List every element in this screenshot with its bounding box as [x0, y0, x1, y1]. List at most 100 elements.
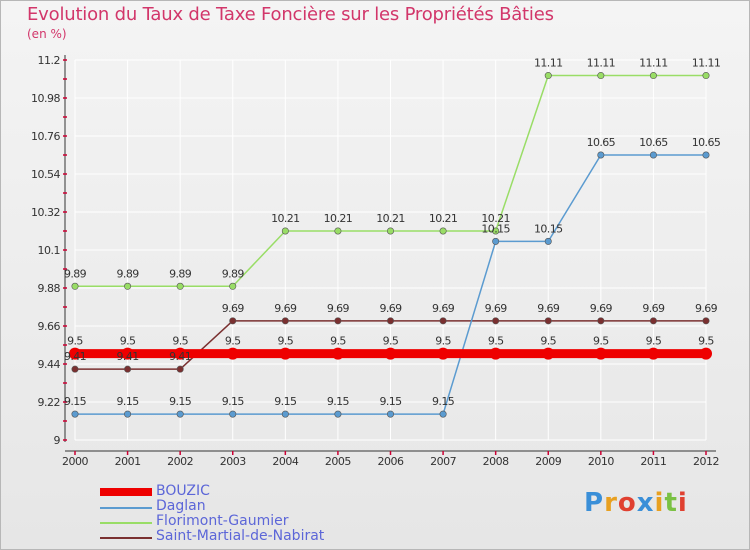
data-label-daglan: 10.15 — [534, 222, 563, 235]
data-point-saint-martial-de-nabirat — [229, 317, 237, 325]
y-tick-label: 9 — [54, 434, 61, 447]
data-label-florimont-gaumier: 10.21 — [429, 212, 458, 225]
data-label-bouzic: 9.5 — [646, 335, 662, 348]
data-label-florimont-gaumier: 10.21 — [271, 212, 300, 225]
data-label-florimont-gaumier: 9.89 — [117, 267, 140, 280]
data-point-saint-martial-de-nabirat — [334, 317, 342, 325]
data-point-bouzic — [647, 347, 660, 360]
data-label-saint-martial-de-nabirat: 9.69 — [379, 302, 402, 315]
data-point-bouzic — [279, 347, 292, 360]
data-label-bouzic: 9.5 — [67, 335, 83, 348]
data-point-florimont-gaumier — [71, 282, 79, 290]
data-point-bouzic — [331, 347, 344, 360]
logo-letter: o — [617, 488, 637, 518]
logo-letter: x — [636, 488, 655, 518]
x-tick-label: 2005 — [325, 455, 351, 468]
data-point-daglan — [176, 410, 184, 418]
data-label-florimont-gaumier: 9.89 — [64, 267, 87, 280]
data-label-saint-martial-de-nabirat: 9.69 — [695, 302, 718, 315]
data-label-bouzic: 9.5 — [277, 335, 293, 348]
data-point-florimont-gaumier — [124, 282, 132, 290]
logo-letter: i — [654, 488, 665, 518]
data-point-saint-martial-de-nabirat — [124, 365, 132, 373]
x-tick-label: 2006 — [378, 455, 404, 468]
data-label-daglan: 9.15 — [117, 395, 140, 408]
data-point-bouzic — [226, 347, 239, 360]
data-point-saint-martial-de-nabirat — [176, 365, 184, 373]
y-tick-label: 10.32 — [31, 206, 60, 219]
data-label-saint-martial-de-nabirat: 9.41 — [169, 350, 191, 363]
data-point-florimont-gaumier — [649, 72, 657, 80]
data-label-daglan: 9.15 — [327, 395, 350, 408]
data-point-florimont-gaumier — [597, 72, 605, 80]
data-point-saint-martial-de-nabirat — [281, 317, 289, 325]
x-tick-label: 2001 — [115, 455, 141, 468]
x-tick-label: 2003 — [220, 455, 246, 468]
data-point-bouzic — [489, 347, 502, 360]
x-tick-label: 2000 — [62, 455, 88, 468]
data-point-saint-martial-de-nabirat — [544, 317, 552, 325]
x-tick-label: 2004 — [272, 455, 298, 468]
data-label-bouzic: 9.5 — [698, 335, 714, 348]
data-label-saint-martial-de-nabirat: 9.69 — [590, 302, 613, 315]
data-label-saint-martial-de-nabirat: 9.69 — [327, 302, 350, 315]
data-label-saint-martial-de-nabirat: 9.69 — [537, 302, 560, 315]
y-tick-label: 10.54 — [31, 168, 60, 181]
data-label-daglan: 10.65 — [587, 136, 616, 149]
data-label-bouzic: 9.5 — [330, 335, 346, 348]
proxiti-logo: Proxiti — [584, 488, 688, 518]
legend-label-saint-martial-de-nabirat: Saint-Martial-de-Nabirat — [156, 528, 325, 544]
x-tick-label: 2007 — [430, 455, 456, 468]
data-point-saint-martial-de-nabirat — [386, 317, 394, 325]
data-point-bouzic — [437, 347, 450, 360]
data-point-florimont-gaumier — [176, 282, 184, 290]
data-point-daglan — [544, 237, 552, 245]
data-label-florimont-gaumier: 11.11 — [534, 57, 563, 70]
y-tick-label: 9.44 — [38, 358, 61, 371]
data-label-bouzic: 9.5 — [172, 335, 188, 348]
data-label-daglan: 9.15 — [274, 395, 297, 408]
data-point-bouzic — [594, 347, 607, 360]
data-label-daglan: 9.15 — [432, 395, 455, 408]
x-tick-label: 2012 — [693, 455, 719, 468]
data-label-florimont-gaumier: 10.21 — [376, 212, 405, 225]
data-point-florimont-gaumier — [702, 72, 710, 80]
data-label-florimont-gaumier: 10.21 — [481, 212, 510, 225]
data-label-florimont-gaumier: 11.11 — [692, 57, 721, 70]
data-point-daglan — [124, 410, 132, 418]
data-point-florimont-gaumier — [334, 227, 342, 235]
data-label-bouzic: 9.5 — [120, 335, 136, 348]
data-point-bouzic — [700, 347, 712, 360]
y-tick-label: 9.88 — [38, 282, 61, 295]
legend-label-daglan: Daglan — [156, 498, 206, 514]
data-label-bouzic: 9.5 — [488, 335, 504, 348]
data-point-daglan — [439, 410, 447, 418]
data-label-saint-martial-de-nabirat: 9.69 — [222, 302, 245, 315]
data-point-daglan — [649, 151, 657, 159]
data-label-florimont-gaumier: 11.11 — [639, 57, 668, 70]
legend-label-florimont-gaumier: Florimont-Gaumier — [156, 513, 289, 529]
data-label-saint-martial-de-nabirat: 9.69 — [485, 302, 508, 315]
data-label-saint-martial-de-nabirat: 9.69 — [642, 302, 665, 315]
data-label-bouzic: 9.5 — [540, 335, 556, 348]
data-point-saint-martial-de-nabirat — [702, 317, 710, 325]
data-label-florimont-gaumier: 9.89 — [169, 267, 192, 280]
logo-letter: i — [677, 488, 688, 518]
data-point-saint-martial-de-nabirat — [649, 317, 657, 325]
legend-swatch-florimont-gaumier — [100, 522, 152, 524]
y-tick-label: 9.22 — [38, 396, 61, 409]
data-label-daglan: 10.65 — [692, 136, 721, 149]
x-tick-label: 2002 — [167, 455, 193, 468]
data-point-daglan — [334, 410, 342, 418]
data-point-daglan — [492, 237, 500, 245]
data-label-florimont-gaumier: 10.21 — [324, 212, 353, 225]
data-point-saint-martial-de-nabirat — [492, 317, 500, 325]
data-point-florimont-gaumier — [386, 227, 394, 235]
legend-swatch-bouzic — [100, 488, 152, 496]
data-point-saint-martial-de-nabirat — [71, 365, 79, 373]
data-point-bouzic — [121, 347, 134, 360]
y-tick-label: 10.98 — [31, 92, 60, 105]
data-point-florimont-gaumier — [492, 227, 500, 235]
